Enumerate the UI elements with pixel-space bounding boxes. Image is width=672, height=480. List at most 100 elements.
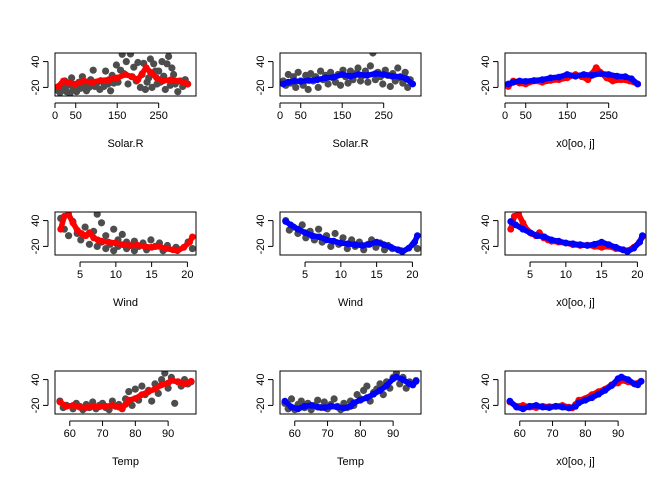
line-point <box>618 373 625 381</box>
line-point <box>337 239 345 247</box>
line-point <box>376 387 384 394</box>
y-tick-label: 40 <box>255 55 267 67</box>
line-point <box>555 237 563 245</box>
data-point <box>130 63 138 71</box>
line-point <box>507 218 515 225</box>
plot-area <box>507 212 646 255</box>
line-point <box>98 237 105 245</box>
panel-6: 5 10 15 20 -20 40 x0[oo, j] <box>480 211 647 309</box>
line-point <box>588 394 596 402</box>
x-tick-label: 15 <box>370 269 382 281</box>
line-point <box>507 225 515 233</box>
line-point <box>307 402 315 409</box>
plot-frame <box>504 52 647 97</box>
line-point <box>109 402 116 409</box>
line-point <box>291 77 298 85</box>
line-point <box>605 241 613 249</box>
line-point <box>56 398 64 406</box>
line-point <box>630 244 638 252</box>
data-point <box>68 74 76 82</box>
data-point <box>147 236 155 244</box>
y-tick-label: -20 <box>30 79 42 95</box>
plot-frame <box>54 211 197 256</box>
line-point <box>636 238 643 246</box>
x-tick-label: 0 <box>277 110 283 122</box>
line-point <box>69 402 77 409</box>
data-point <box>77 236 85 244</box>
plot-frame <box>504 370 647 415</box>
plot-area <box>57 212 196 255</box>
line-point <box>509 78 517 86</box>
y-tick-label: 40 <box>255 214 267 226</box>
line-point <box>344 240 352 248</box>
line-point <box>301 229 309 237</box>
line-point <box>637 377 645 385</box>
y-tick-label: -20 <box>255 79 267 95</box>
line-point <box>519 225 527 233</box>
y-tick-label: 40 <box>480 373 492 385</box>
data-point <box>404 83 412 91</box>
line-point <box>180 243 188 251</box>
line-point <box>131 395 139 402</box>
line-point <box>80 77 88 85</box>
x-tick-label: 20 <box>631 269 643 281</box>
line-point <box>151 385 159 393</box>
data-point <box>315 225 323 233</box>
line-point <box>330 237 338 245</box>
line-point <box>506 397 514 405</box>
line-point <box>168 377 175 384</box>
data-point <box>118 53 126 58</box>
line-point <box>624 248 631 255</box>
line-point <box>628 75 635 83</box>
x-tick-label: 150 <box>333 110 351 122</box>
x-tick-label: 10 <box>560 269 572 281</box>
x-axis-label: Temp <box>337 456 364 468</box>
plot-frame <box>54 370 197 415</box>
line-point <box>288 403 295 411</box>
line-point <box>167 76 175 84</box>
data-point <box>131 385 139 393</box>
line-point <box>572 72 579 80</box>
line-point <box>541 233 548 241</box>
x-axis-label: Solar.R <box>332 138 368 150</box>
data-point <box>155 67 163 75</box>
data-point <box>122 58 130 66</box>
data-point <box>102 67 110 75</box>
line-point <box>63 402 70 410</box>
line-point <box>189 233 196 241</box>
line-point <box>105 238 113 246</box>
data-point <box>356 77 365 85</box>
line-point <box>112 239 120 247</box>
line-point <box>403 75 410 83</box>
data-point <box>85 240 93 248</box>
line-point <box>634 80 642 88</box>
line-point <box>294 405 302 413</box>
data-point <box>161 85 169 94</box>
line-point <box>516 77 523 85</box>
y-tick-label: 40 <box>30 55 42 67</box>
data-point <box>110 225 118 233</box>
x-tick-label: 90 <box>612 428 624 440</box>
line-point <box>330 73 338 81</box>
line-point <box>399 376 407 383</box>
line-point <box>601 387 609 394</box>
data-point <box>145 74 153 82</box>
line-point <box>358 242 366 249</box>
data-point <box>401 68 409 76</box>
data-point <box>118 230 126 238</box>
data-point <box>292 83 300 91</box>
line-point <box>584 76 592 84</box>
x-tick-label: 150 <box>108 110 126 122</box>
y-tick-label: 40 <box>30 373 42 385</box>
x-tick-label: 250 <box>374 110 392 122</box>
line-point <box>76 403 83 411</box>
line-point <box>526 229 534 237</box>
line-point <box>559 403 566 411</box>
line-point <box>125 396 133 404</box>
line-point <box>327 402 335 410</box>
data-point <box>327 242 335 250</box>
panel-5: 5 10 15 20 -20 40 Wind <box>255 211 422 309</box>
line-point <box>105 76 113 84</box>
data-point <box>394 64 402 72</box>
line-point <box>612 243 620 251</box>
